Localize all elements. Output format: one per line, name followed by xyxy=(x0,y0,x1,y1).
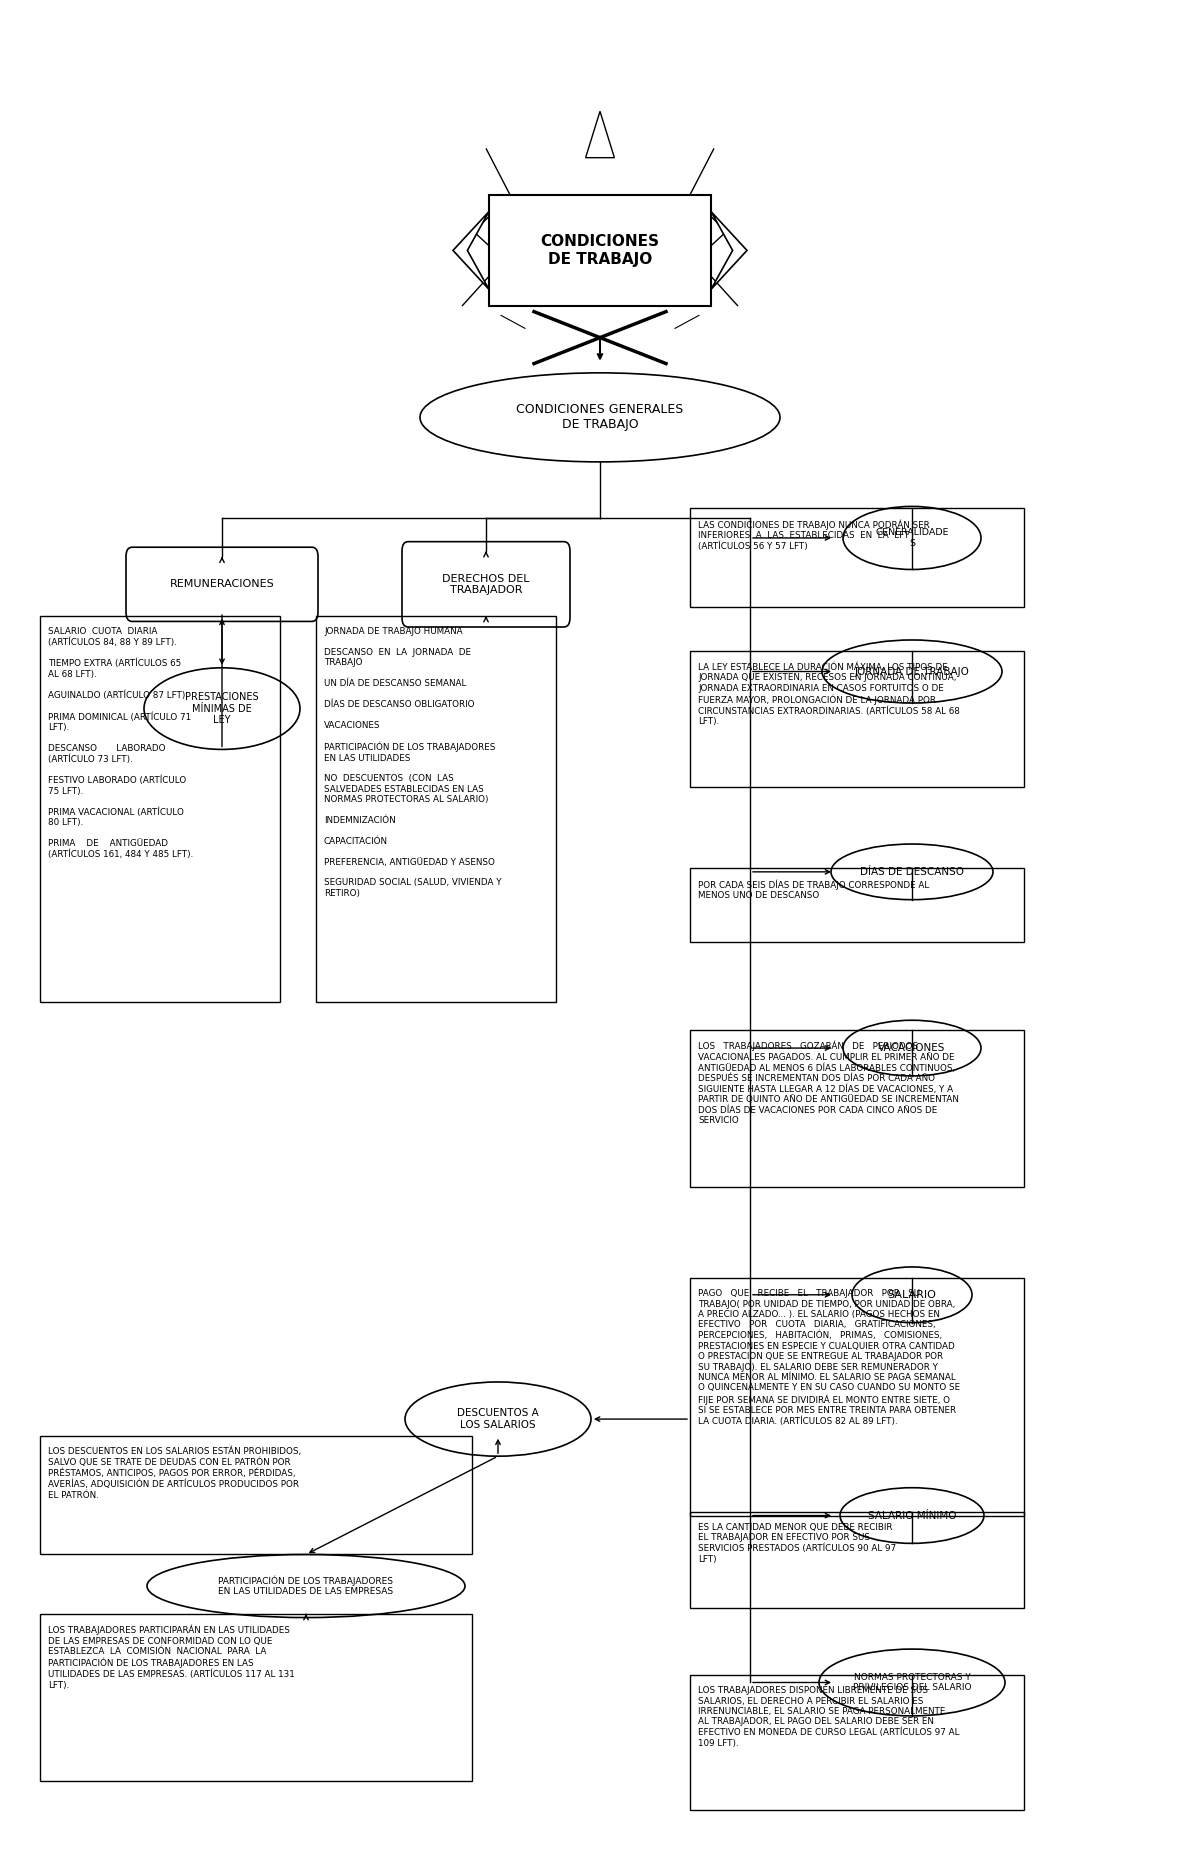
Bar xyxy=(40,1436,472,1554)
Text: JORNADA DE TRABAJO: JORNADA DE TRABAJO xyxy=(854,666,970,677)
Polygon shape xyxy=(454,211,490,289)
Bar xyxy=(690,1675,1024,1810)
Text: NORMAS PROTECTORAS Y
PRIVILEGIOS DEL SALARIO: NORMAS PROTECTORAS Y PRIVILEGIOS DEL SAL… xyxy=(853,1673,971,1692)
Text: LOS DESCUENTOS EN LOS SALARIOS ESTÁN PROHIBIDOS,
SALVO QUE SE TRATE DE DEUDAS CO: LOS DESCUENTOS EN LOS SALARIOS ESTÁN PRO… xyxy=(48,1447,301,1501)
Text: SALARIO MÍNIMO: SALARIO MÍNIMO xyxy=(868,1510,956,1521)
Text: DERECHOS DEL
TRABAJADOR: DERECHOS DEL TRABAJADOR xyxy=(443,573,529,595)
Bar xyxy=(690,508,1024,607)
Text: PAGO   QUE   RECIBE   EL   TRABAJADOR   POR   SU
TRABAJO( POR UNIDAD DE TIEMPO, : PAGO QUE RECIBE EL TRABAJADOR POR SU TRA… xyxy=(698,1289,960,1426)
Text: LOS TRABAJADORES DISPONEN LIBREMENTE DE SUS
SALARIOS, EL DERECHO A PERCIBIR EL S: LOS TRABAJADORES DISPONEN LIBREMENTE DE … xyxy=(698,1686,960,1747)
Bar xyxy=(690,1030,1024,1187)
Text: LA LEY ESTABLECE LA DURACIÓN MÁXIMA, LOS TIPOS DE
JORNADA QUE EXISTEN, RECESOS E: LA LEY ESTABLECE LA DURACIÓN MÁXIMA, LOS… xyxy=(698,662,960,725)
Text: SALARIO  CUOTA  DIARIA
(ARTÍCULOS 84, 88 Y 89 LFT).

TIEMPO EXTRA (ARTÍCULOS 65
: SALARIO CUOTA DIARIA (ARTÍCULOS 84, 88 Y… xyxy=(48,627,193,859)
Text: CONDICIONES GENERALES
DE TRABAJO: CONDICIONES GENERALES DE TRABAJO xyxy=(516,403,684,432)
Bar xyxy=(316,616,556,1002)
Text: VACACIONES: VACACIONES xyxy=(878,1043,946,1054)
Text: JORNADA DE TRABAJO HUMANA

DESCANSO  EN  LA  JORNADA  DE
TRABAJO

UN DÍA DE DESC: JORNADA DE TRABAJO HUMANA DESCANSO EN LA… xyxy=(324,627,502,898)
Bar xyxy=(40,616,280,1002)
Text: LAS CONDICIONES DE TRABAJO NUNCA PODRÁN SER
INFERIORES  A  LAS  ESTABLECIDAS  EN: LAS CONDICIONES DE TRABAJO NUNCA PODRÁN … xyxy=(698,519,930,551)
Bar xyxy=(690,1278,1024,1516)
Text: GENERALIDADE
S: GENERALIDADE S xyxy=(875,529,949,547)
Text: SALARIO: SALARIO xyxy=(888,1289,936,1300)
Text: REMUNERACIONES: REMUNERACIONES xyxy=(169,579,275,590)
Bar xyxy=(690,1512,1024,1608)
Text: POR CADA SEIS DÍAS DE TRABAJO CORRESPONDE AL
MENOS UNO DE DESCANSO: POR CADA SEIS DÍAS DE TRABAJO CORRESPOND… xyxy=(698,879,930,900)
Bar xyxy=(490,195,710,306)
Polygon shape xyxy=(710,211,748,289)
Text: PARTICIPACIÓN DE LOS TRABAJADORES
EN LAS UTILIDADES DE LAS EMPRESAS: PARTICIPACIÓN DE LOS TRABAJADORES EN LAS… xyxy=(218,1575,394,1597)
Text: DESCUENTOS A
LOS SALARIOS: DESCUENTOS A LOS SALARIOS xyxy=(457,1408,539,1430)
Text: LOS   TRABAJADORES   GOZARÁN   DE   PERIODOS
VACACIONALES PAGADOS. AL CUMPLIR EL: LOS TRABAJADORES GOZARÁN DE PERIODOS VAC… xyxy=(698,1041,959,1126)
Text: ES LA CANTIDAD MENOR QUE DEBE RECIBIR
EL TRABAJADOR EN EFECTIVO POR SUS
SERVICIO: ES LA CANTIDAD MENOR QUE DEBE RECIBIR EL… xyxy=(698,1523,896,1564)
Text: CONDICIONES
DE TRABAJO: CONDICIONES DE TRABAJO xyxy=(540,234,660,267)
Bar xyxy=(690,651,1024,787)
Bar xyxy=(690,868,1024,942)
Text: DÍAS DE DESCANSO: DÍAS DE DESCANSO xyxy=(860,866,964,877)
Text: PRESTACIONES
MÍNIMAS DE
LEY: PRESTACIONES MÍNIMAS DE LEY xyxy=(185,692,259,725)
Text: LOS TRABAJADORES PARTICIPARÁN EN LAS UTILIDADES
DE LAS EMPRESAS DE CONFORMIDAD C: LOS TRABAJADORES PARTICIPARÁN EN LAS UTI… xyxy=(48,1625,295,1690)
Bar xyxy=(40,1614,472,1781)
